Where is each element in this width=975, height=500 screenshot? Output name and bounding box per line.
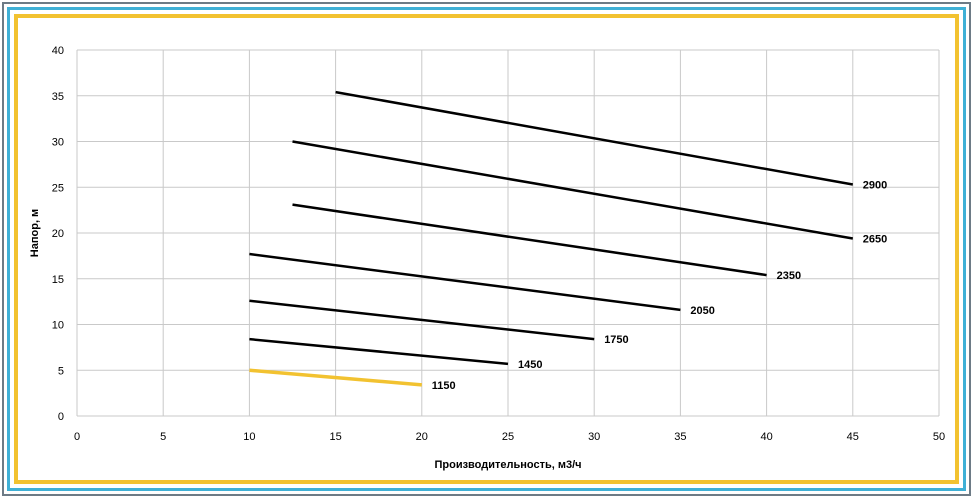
series-label-1450: 1450 [518, 359, 542, 371]
x-tick-label: 0 [74, 431, 80, 443]
series-line-2350 [292, 203, 767, 277]
y-tick-label: 30 [52, 137, 64, 149]
y-tick-label: 25 [52, 182, 64, 194]
x-tick-labels: 0 5 10 15 20 25 30 35 40 45 50 [74, 431, 945, 443]
y-axis-title: Напор, м [29, 209, 41, 257]
x-tick-label: 50 [933, 431, 945, 443]
x-tick-label: 35 [674, 431, 686, 443]
x-axis-title: Производительность, м3/ч [434, 459, 581, 471]
x-tick-label: 45 [847, 431, 859, 443]
x-tick-label: 40 [760, 431, 772, 443]
series-labels: 2900 2650 2350 2050 1750 1450 1150 [432, 180, 887, 392]
y-tick-label: 35 [52, 91, 64, 103]
series-label-1750: 1750 [604, 334, 628, 346]
y-tick-label: 0 [58, 411, 64, 423]
y-tick-label: 10 [52, 320, 64, 332]
x-tick-label: 25 [502, 431, 514, 443]
grid [76, 49, 940, 417]
x-tick-label: 20 [416, 431, 428, 443]
series-label-2900: 2900 [863, 180, 887, 192]
series-label-2050: 2050 [690, 305, 714, 317]
x-tick-label: 15 [329, 431, 341, 443]
y-tick-label: 40 [52, 45, 64, 57]
gold-frame [14, 14, 959, 484]
series-label-2650: 2650 [863, 233, 887, 245]
series-line-2050 [249, 252, 681, 312]
y-tick-label: 20 [52, 228, 64, 240]
x-tick-label: 30 [588, 431, 600, 443]
series-line-1450 [249, 337, 509, 366]
series-line-2650 [292, 140, 854, 240]
blue-frame [7, 7, 966, 491]
y-tick-label: 15 [52, 274, 64, 286]
x-tick-label: 10 [243, 431, 255, 443]
series-line-2900 [335, 90, 854, 186]
y-tick-label: 5 [58, 365, 64, 377]
series-line-1150 [249, 368, 422, 387]
series-label-1150: 1150 [432, 380, 456, 392]
series-line-1750 [249, 299, 595, 341]
x-tick-label: 5 [160, 431, 166, 443]
series-lines [249, 90, 854, 387]
y-tick-labels: 0 5 10 15 20 25 30 35 40 [52, 45, 64, 423]
series-label-2350: 2350 [777, 270, 801, 282]
